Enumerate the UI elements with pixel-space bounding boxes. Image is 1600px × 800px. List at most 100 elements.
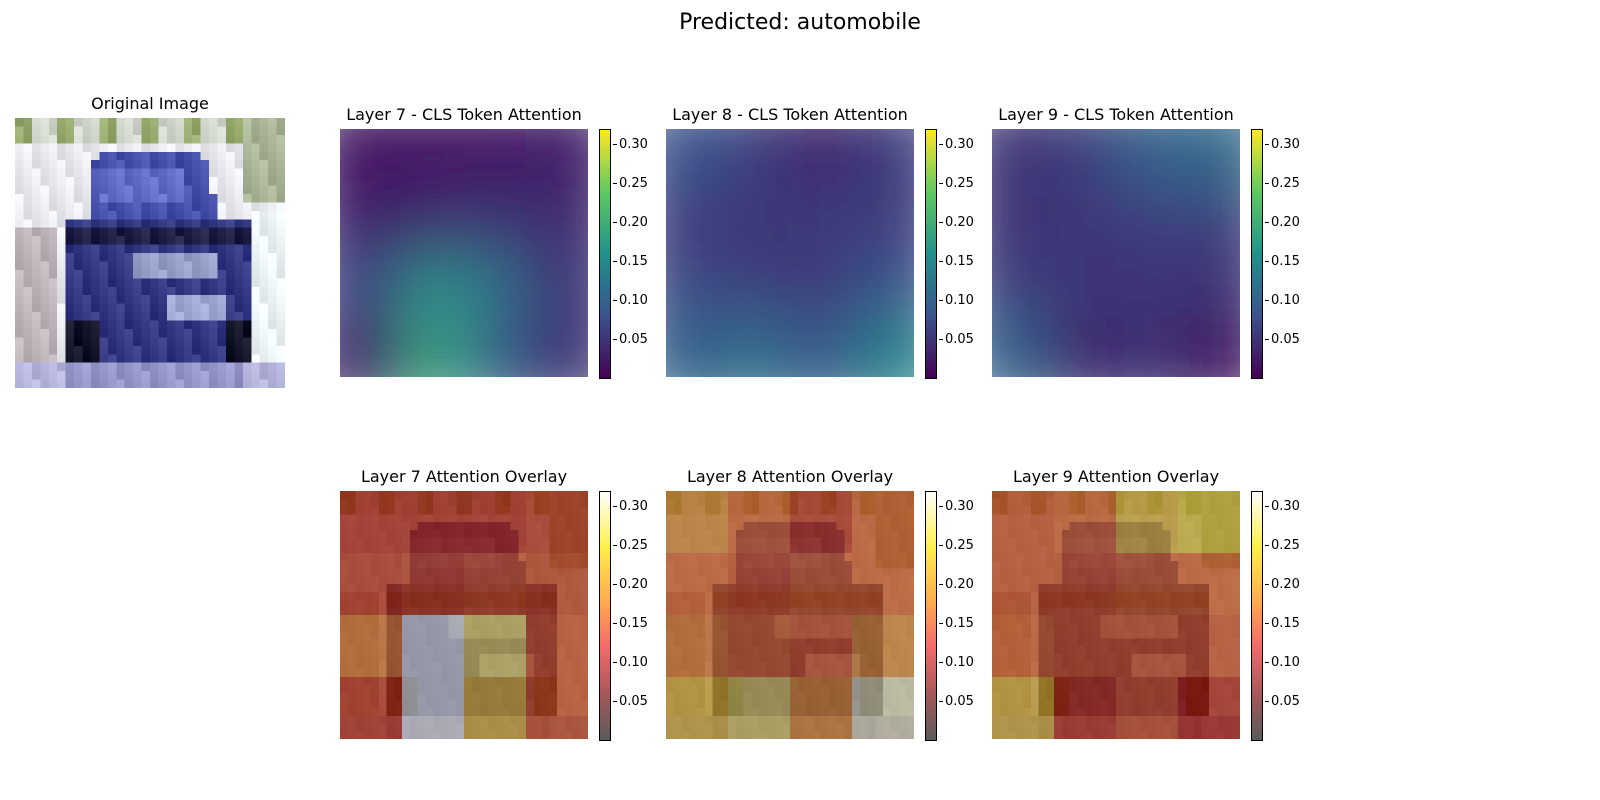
- colorbar-tick-label: 0.30: [613, 136, 648, 152]
- attention-cell: [852, 191, 914, 253]
- image-pixel: [150, 219, 159, 228]
- overlay-pixel: [1131, 692, 1140, 701]
- overlay-pixel: [340, 607, 348, 615]
- overlay-pixel: [1069, 638, 1078, 646]
- overlay-pixel: [1232, 506, 1240, 515]
- overlay-pixel: [673, 638, 682, 646]
- overlay-pixel: [1131, 731, 1140, 739]
- overlay-pixel: [782, 545, 790, 553]
- overlay-pixel: [828, 560, 837, 569]
- overlay-pixel: [541, 630, 550, 639]
- overlay-pixel: [859, 692, 868, 701]
- overlay-pixel: [1038, 677, 1047, 685]
- overlay-pixel: [836, 506, 845, 515]
- overlay-pixel: [797, 599, 806, 608]
- overlay-pixel: [743, 491, 752, 499]
- overlay-pixel: [666, 591, 674, 600]
- attention-cell: [1178, 129, 1240, 191]
- overlay-pixel: [1100, 506, 1109, 515]
- image-pixel: [15, 303, 24, 313]
- image-pixel: [200, 337, 210, 346]
- overlay-pixel: [495, 537, 503, 546]
- overlay-pixel: [1216, 576, 1225, 584]
- image-pixel: [31, 253, 41, 262]
- image-pixel: [268, 345, 277, 355]
- image-pixel: [209, 295, 218, 304]
- overlay-pixel: [852, 708, 860, 716]
- overlay-pixel: [1046, 723, 1054, 732]
- image-pixel: [217, 168, 226, 178]
- overlay-pixel: [1023, 522, 1031, 530]
- image-pixel: [23, 269, 32, 279]
- overlay-pixel: [697, 607, 705, 615]
- image-pixel: [276, 303, 285, 313]
- image-pixel: [133, 193, 142, 203]
- overlay-pixel: [681, 653, 690, 662]
- image-pixel: [124, 253, 134, 262]
- overlay-pixel: [363, 537, 371, 546]
- image-pixel: [133, 210, 142, 220]
- image-pixel: [166, 337, 176, 346]
- overlay-pixel: [1178, 591, 1186, 600]
- overlay-pixel: [549, 653, 557, 662]
- colorbar-tick-label: 0.15: [1265, 615, 1300, 631]
- overlay-pixel: [564, 568, 573, 577]
- attention-cell: [464, 253, 526, 315]
- overlay-pixel: [1108, 560, 1116, 569]
- overlay-pixel: [1154, 677, 1163, 685]
- overlay-pixel: [1023, 684, 1031, 693]
- overlay-pixel: [1147, 615, 1155, 623]
- overlay-pixel: [471, 630, 480, 639]
- overlay-pixel: [564, 514, 573, 522]
- overlay-pixel: [433, 646, 441, 654]
- image-pixel: [82, 193, 91, 203]
- overlay-pixel: [1038, 684, 1047, 693]
- overlay-pixel: [689, 522, 697, 530]
- overlay-pixel: [402, 661, 410, 670]
- overlay-pixel: [549, 498, 557, 507]
- image-pixel: [166, 219, 176, 228]
- image-pixel: [124, 118, 134, 127]
- overlay-pixel: [782, 622, 790, 631]
- image-pixel: [141, 134, 150, 144]
- image-pixel: [150, 354, 159, 363]
- overlay-pixel: [1023, 723, 1031, 732]
- overlay-pixel: [867, 684, 876, 693]
- overlay-pixel: [510, 537, 519, 546]
- image-pixel: [183, 295, 193, 304]
- overlay-pixel: [859, 591, 868, 600]
- overlay-pixel: [1162, 491, 1171, 499]
- overlay-pixel: [898, 653, 907, 662]
- overlay-pixel: [813, 638, 821, 646]
- overlay-pixel: [487, 599, 495, 608]
- overlay-pixel: [992, 692, 1000, 701]
- overlay-pixel: [728, 560, 736, 569]
- overlay-pixel: [1069, 576, 1078, 584]
- overlay-pixel: [448, 545, 457, 553]
- overlay-pixel: [440, 622, 449, 631]
- overlay-pixel: [1007, 692, 1016, 701]
- image-pixel: [166, 261, 176, 270]
- overlay-pixel: [1108, 638, 1116, 646]
- overlay-pixel: [541, 553, 550, 561]
- overlay-pixel: [1061, 584, 1070, 592]
- overlay-pixel: [1178, 700, 1186, 708]
- overlay-pixel: [999, 599, 1008, 608]
- overlay-pixel: [704, 723, 713, 732]
- overlay-pixel: [906, 708, 914, 716]
- overlay-pixel: [479, 599, 488, 608]
- colorbar-tick-label: 0.10: [613, 654, 648, 670]
- overlay-pixel: [1046, 506, 1054, 515]
- overlay-pixel: [448, 622, 457, 631]
- overlay-pixel: [681, 669, 690, 677]
- image-pixel: [225, 253, 235, 262]
- overlay-pixel: [1015, 545, 1023, 553]
- overlay-pixel: [743, 708, 752, 716]
- overlay-pixel: [533, 537, 542, 546]
- overlay-pixel: [487, 591, 495, 600]
- overlay-pixel: [743, 723, 752, 732]
- overlay-pixel: [906, 615, 914, 623]
- image-pixel: [259, 253, 269, 262]
- overlay-pixel: [1061, 646, 1070, 654]
- image-pixel: [15, 278, 24, 287]
